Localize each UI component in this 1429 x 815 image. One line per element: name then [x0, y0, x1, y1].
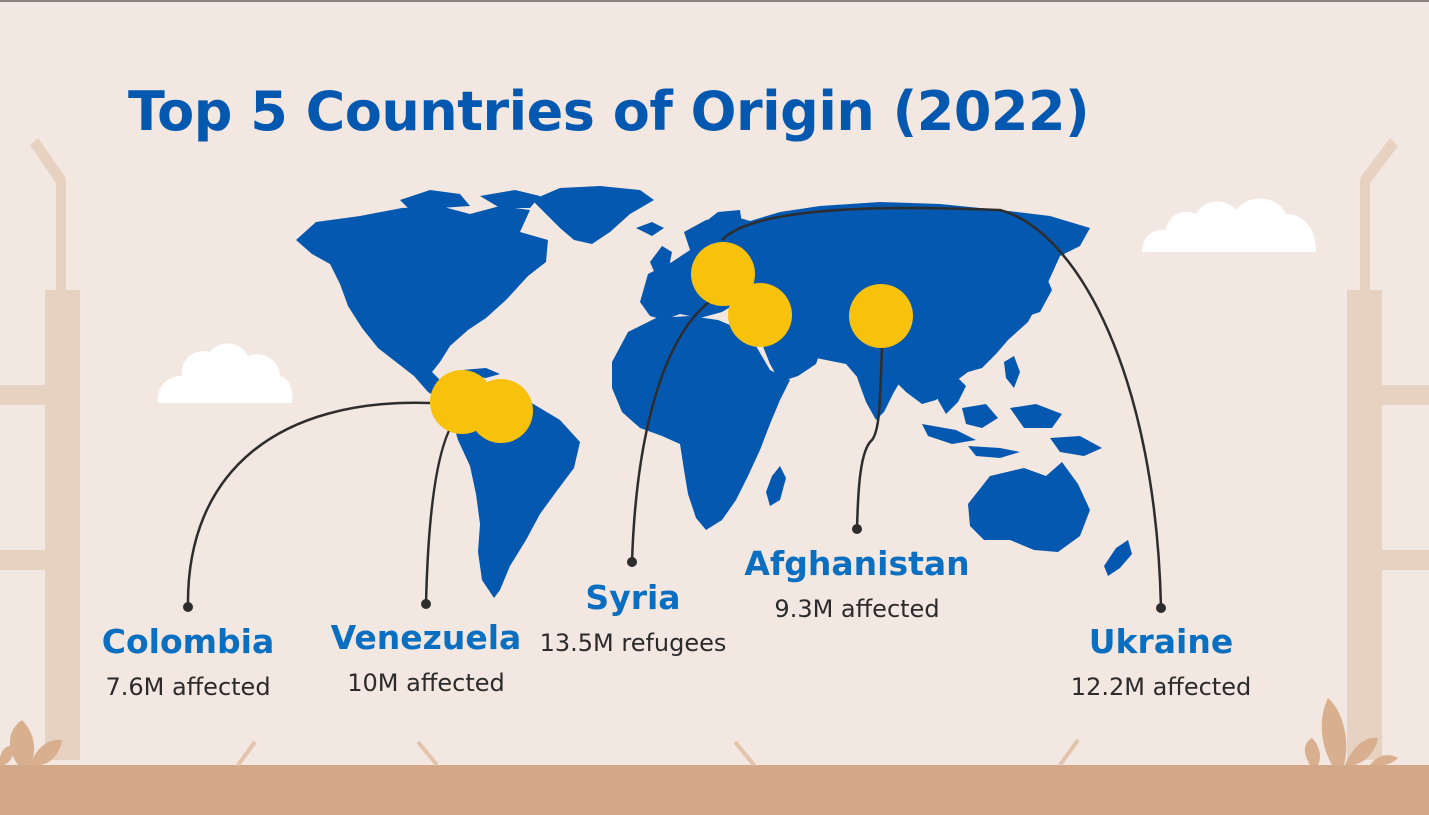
page-title: Top 5 Countries of Origin (2022)	[128, 80, 1090, 143]
plant-icon	[0, 720, 62, 765]
dot-syria	[627, 557, 637, 567]
scandinavia-shape	[690, 210, 742, 250]
australia-shape	[968, 462, 1090, 552]
label-afghanistan: Afghanistan 9.3M affected	[744, 544, 969, 624]
dot-ukraine	[1156, 603, 1166, 613]
plant-icon	[1304, 698, 1398, 766]
grass-sprigs	[236, 738, 1080, 767]
country-name: Ukraine	[1088, 622, 1234, 661]
arctic-islands-shape	[480, 190, 540, 208]
indonesia-shape	[968, 446, 1020, 458]
connector-colombia	[186, 401, 431, 608]
marker-syria	[728, 283, 792, 347]
marker-afghanistan	[849, 284, 913, 348]
connector-ukraine	[721, 206, 1163, 609]
north-america-shape	[296, 206, 548, 388]
indonesia-shape	[922, 424, 976, 444]
cloud-icon	[157, 343, 293, 403]
new-zealand-shape	[1104, 540, 1132, 576]
ground	[0, 765, 1429, 815]
marker-ukraine	[691, 242, 755, 306]
connector-syria	[630, 288, 729, 563]
japan-shape	[1028, 276, 1052, 316]
indonesia-shape	[962, 404, 998, 428]
dot-venezuela	[421, 599, 431, 609]
country-stat: 9.3M affected	[774, 595, 940, 623]
connector-afghanistan	[855, 345, 884, 530]
dot-colombia	[183, 602, 193, 612]
country-markers	[430, 242, 913, 443]
new-guinea-shape	[1050, 436, 1102, 456]
marker-venezuela	[469, 379, 533, 443]
label-ukraine: Ukraine 12.2M affected	[1071, 622, 1251, 702]
country-name: Afghanistan	[744, 544, 970, 583]
country-name: Venezuela	[330, 618, 522, 657]
country-stat: 7.6M affected	[105, 673, 271, 701]
fence-post-icon	[1347, 138, 1429, 760]
se-asia-shape	[930, 372, 966, 414]
country-name: Colombia	[101, 622, 275, 661]
uk-shape	[650, 246, 672, 276]
south-america-shape	[452, 392, 580, 598]
country-stat: 13.5M refugees	[539, 629, 727, 657]
asia-shape	[740, 202, 1090, 412]
indonesia-shape	[1010, 404, 1062, 428]
philippines-shape	[1004, 356, 1020, 388]
cloud-icon	[1142, 198, 1316, 252]
fence-post-icon	[0, 138, 80, 760]
connector-dots	[183, 524, 1166, 613]
label-venezuela: Venezuela 10M affected	[331, 618, 522, 698]
arctic-islands-shape	[400, 190, 470, 210]
iceland-shape	[636, 222, 664, 236]
country-stat: 10M affected	[347, 669, 505, 697]
label-colombia: Colombia 7.6M affected	[102, 622, 274, 702]
dot-afghanistan	[852, 524, 862, 534]
label-syria: Syria 13.5M refugees	[540, 578, 727, 658]
africa-shape	[612, 316, 790, 530]
country-stat: 12.2M affected	[1070, 673, 1252, 701]
country-name: Syria	[585, 578, 681, 617]
madagascar-shape	[766, 466, 786, 506]
india-shape	[848, 340, 906, 420]
greenland-shape	[532, 186, 654, 244]
